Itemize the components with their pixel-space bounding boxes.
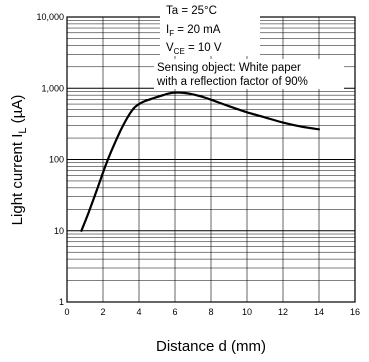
x-axis-label: Distance d (mm) (156, 338, 266, 355)
x-tick-label: 10 (242, 307, 252, 317)
condition-vce: VCE = 10 V (166, 42, 222, 56)
y-tick-label: 100 (49, 155, 64, 165)
y-tick-label: 1,000 (41, 83, 64, 93)
x-axis-ticks: 0 2 4 6 8 10 12 14 16 (64, 307, 360, 317)
condition-if: IF = 20 mA (166, 24, 221, 38)
note-box-bg (154, 59, 344, 89)
x-tick-label: 16 (350, 307, 360, 317)
y-axis-label: Light current IL (µA) (9, 95, 29, 226)
x-tick-label: 14 (314, 307, 324, 317)
light-current-curve (80, 91, 321, 232)
x-tick-label: 4 (136, 307, 141, 317)
y-tick-label: 1 (59, 297, 64, 307)
y-tick-label: 10 (54, 226, 64, 236)
x-tick-label: 6 (172, 307, 177, 317)
x-tick-label: 2 (100, 307, 105, 317)
x-tick-label: 0 (64, 307, 69, 317)
condition-ta: Ta = 25°C (166, 5, 217, 17)
x-tick-label: 8 (208, 307, 213, 317)
y-axis-ticks: 1 10 100 1,000 10,000 (36, 12, 64, 307)
note-line-1: Sensing object: White paper (157, 62, 301, 74)
conditions-box-bg (160, 2, 260, 56)
x-tick-label: 12 (278, 307, 288, 317)
note-line-2: with a reflection factor of 90% (156, 76, 308, 88)
y-tick-label: 10,000 (36, 12, 64, 22)
